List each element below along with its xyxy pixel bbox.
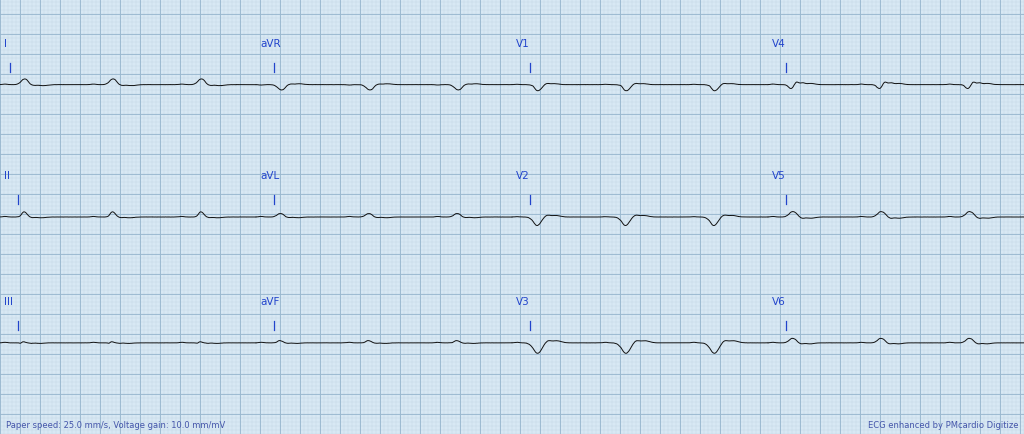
Text: ECG enhanced by PMcardio Digitize: ECG enhanced by PMcardio Digitize [867,421,1018,431]
Text: V6: V6 [772,297,785,307]
Text: V1: V1 [516,39,529,49]
Text: V2: V2 [516,171,529,181]
Text: V5: V5 [772,171,785,181]
Text: aVR: aVR [260,39,281,49]
Text: I: I [4,39,7,49]
Text: V4: V4 [772,39,785,49]
Text: II: II [4,171,10,181]
Text: aVL: aVL [260,171,280,181]
Text: Paper speed: 25.0 mm/s, Voltage gain: 10.0 mm/mV: Paper speed: 25.0 mm/s, Voltage gain: 10… [6,421,225,431]
Text: V3: V3 [516,297,529,307]
Text: III: III [4,297,13,307]
Text: aVF: aVF [260,297,280,307]
